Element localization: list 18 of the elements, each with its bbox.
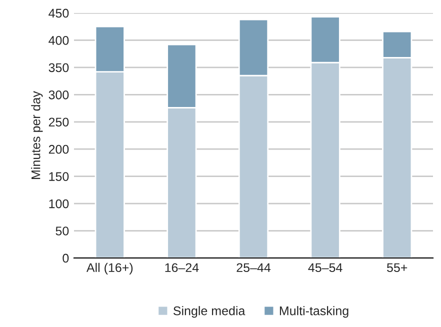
x-tick-label: 25–44 bbox=[236, 263, 271, 272]
x-tick-label: 16–24 bbox=[165, 263, 199, 272]
y-tick-label: 100 bbox=[49, 199, 69, 208]
legend-label: Single media bbox=[173, 306, 246, 318]
y-tick-label: 0 bbox=[62, 254, 69, 263]
y-tick-label: 350 bbox=[48, 63, 69, 72]
y-tick-label: 200 bbox=[48, 144, 69, 154]
y-tick-label: 450 bbox=[48, 8, 69, 18]
x-tick-label: 45–54 bbox=[308, 263, 342, 272]
legend-label: Multi-tasking bbox=[280, 306, 348, 318]
y-tick-label: 400 bbox=[48, 36, 69, 45]
y-tick-label: 150 bbox=[49, 172, 69, 181]
y-axis-title: Minutes per day bbox=[31, 91, 43, 179]
x-tick-label: 55+ bbox=[387, 263, 408, 272]
y-tick-label: 50 bbox=[56, 226, 69, 236]
y-tick-label: 250 bbox=[48, 118, 69, 127]
x-tick-label: All (16+) bbox=[86, 262, 133, 275]
y-tick-label: 300 bbox=[48, 90, 69, 100]
